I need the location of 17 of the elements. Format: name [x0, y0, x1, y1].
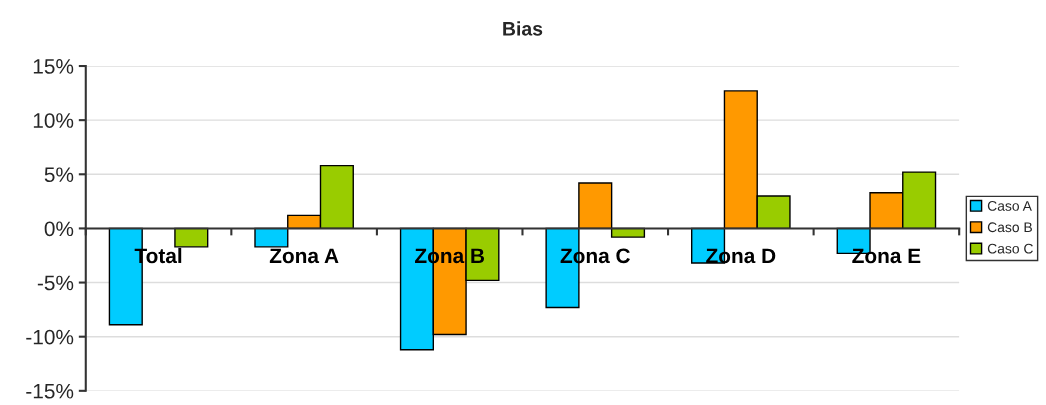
x-tick-label: Zona E [852, 248, 921, 264]
legend-label: Caso B [987, 222, 1032, 233]
bar [610, 227, 646, 238]
legend-label: Caso A [987, 201, 1032, 211]
y-tick-label: 10% [33, 113, 74, 128]
x-tick-label: Zona A [269, 248, 339, 264]
y-tick-label: 15% [33, 59, 74, 74]
bar [254, 227, 289, 248]
bar [174, 227, 209, 248]
y-tick-label: -5% [37, 275, 74, 291]
y-tick-label: 5% [44, 167, 74, 183]
y-tick-label: 0% [44, 221, 74, 237]
bar [578, 182, 613, 230]
chart-title: Bias [503, 21, 543, 36]
y-tick-label: -15% [26, 383, 74, 399]
y-tick-label: -10% [26, 329, 74, 345]
legend-label: Caso C [987, 243, 1033, 254]
